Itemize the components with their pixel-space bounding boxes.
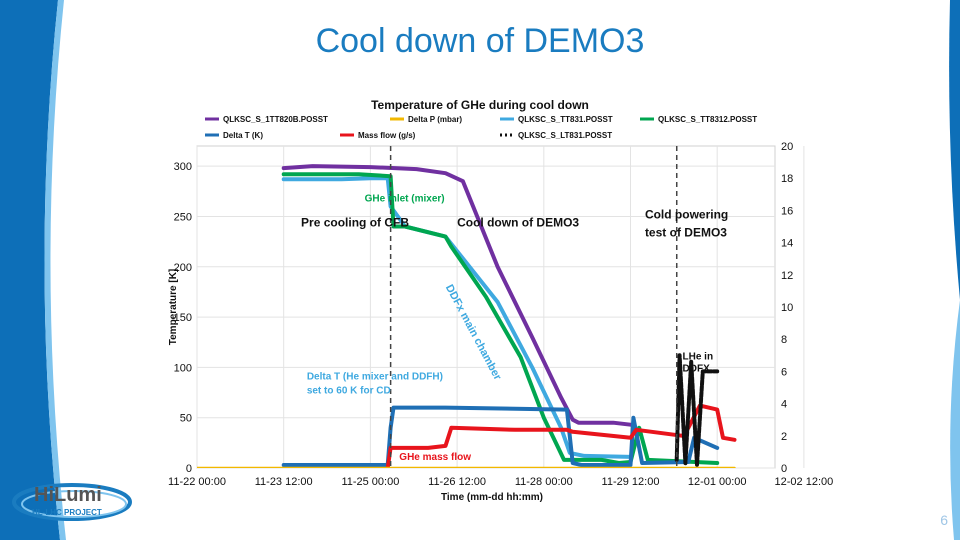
y2-tick-label: 2	[781, 431, 787, 443]
y-tick-label: 200	[174, 262, 192, 274]
chart-annotation: Pre cooling of CFB	[301, 216, 409, 230]
y2-tick-label: 0	[781, 463, 787, 475]
chart-series	[197, 164, 737, 468]
chart-annotation: Delta T (He mixer and DDFH)	[307, 371, 443, 382]
chart-annotation: LHe in	[683, 351, 714, 362]
y-tick-label: 0	[186, 463, 192, 475]
y-tick-label: 100	[174, 362, 192, 374]
y2-tick-label: 18	[781, 173, 793, 185]
chart-annotation: GHe inlet (mixer)	[365, 193, 445, 204]
legend-entry: QLKSC_S_TT831.POSST	[518, 115, 613, 124]
x-axis: 11-22 00:00 11-23 12:00 11-25 00:00 11-26 1…	[168, 476, 833, 488]
legend-entry: Mass flow (g/s)	[358, 131, 416, 140]
series-line	[385, 403, 737, 468]
x-tick-label: 11-22 00:00	[168, 476, 226, 488]
y2-tick-label: 6	[781, 366, 787, 378]
hilumi-logo: HiLumi HL-LHC PROJECT	[10, 480, 132, 526]
logo-text: HiLumi	[34, 484, 102, 506]
hilumi-swoosh-icon	[12, 483, 132, 521]
x-tick-label: 11-25 00:00	[341, 476, 399, 488]
chart-annotation: test of DEMO3	[645, 226, 727, 240]
series-line	[674, 353, 720, 467]
x-tick-label: 11-29 12:00	[602, 476, 660, 488]
y2-tick-label: 8	[781, 334, 787, 346]
x-tick-label: 12-02 12:00	[775, 476, 834, 488]
y-axis-label: Temperature [K]	[168, 269, 179, 346]
legend-entry: Delta T (K)	[223, 131, 263, 140]
y-tick-label: 150	[174, 312, 192, 324]
y-tick-label: 250	[174, 211, 192, 223]
y2-tick-label: 12	[781, 270, 793, 282]
x-axis-label: Time (mm-dd hh:mm)	[441, 492, 543, 503]
y2-tick-label: 14	[781, 238, 793, 250]
logo-subtext: HL-LHC PROJECT	[32, 508, 102, 517]
legend-entry: QLKSC_S_TT8312.POSST	[658, 115, 757, 124]
x-tick-label: 11-28 00:00	[515, 476, 573, 488]
y2-axis: 0 2 4 6 8 10 12 14 16 18 20	[781, 141, 793, 475]
chart-annotation: Cold powering	[645, 207, 728, 221]
legend-entry: QLKSC_S_LT831.POSST	[518, 131, 612, 140]
chart-annotation: DDFX	[683, 363, 711, 374]
slide-decoration-right	[949, 0, 960, 540]
y-axis: 0 50 100 150 200 250 300	[174, 161, 192, 475]
chart-annotation: Cool down of DEMO3	[457, 216, 579, 230]
chart-title: Temperature of GHe during cool down	[371, 98, 589, 112]
y2-tick-label: 10	[781, 302, 793, 314]
legend-entry: Delta P (mbar)	[408, 115, 462, 124]
slide-decoration-left	[0, 0, 66, 540]
series-line	[281, 164, 633, 427]
slide-title: Cool down of DEMO3	[315, 22, 645, 60]
chart-legend: QLKSC_S_1TT820B.POSST Delta P (mbar) QLKSC…	[205, 115, 757, 140]
x-tick-label: 11-23 12:00	[255, 476, 313, 488]
x-tick-label: 12-01 00:00	[688, 476, 747, 488]
y2-tick-label: 20	[781, 141, 793, 153]
y-tick-label: 50	[180, 413, 192, 425]
legend-entry: QLKSC_S_1TT820B.POSST	[223, 115, 328, 124]
series-line	[281, 405, 720, 467]
x-tick-label: 11-26 12:00	[428, 476, 486, 488]
y2-tick-label: 4	[781, 399, 787, 411]
chart-annotation: GHe mass flow	[399, 452, 471, 463]
y-tick-label: 300	[174, 161, 192, 173]
chart-annotation: set to 60 K for CD	[307, 386, 391, 397]
page-number: 6	[940, 512, 948, 528]
y2-tick-label: 16	[781, 205, 793, 217]
